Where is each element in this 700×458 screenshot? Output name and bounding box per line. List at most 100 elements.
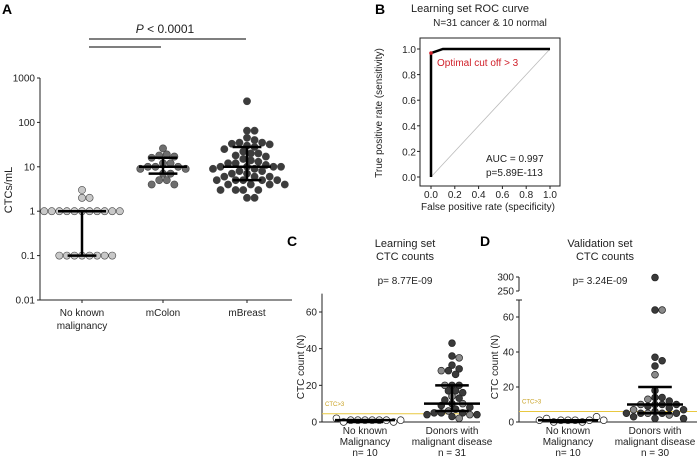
panel-label-c: C [287, 233, 297, 249]
roc-curve [429, 47, 550, 177]
data-point [258, 138, 267, 147]
data-point [216, 186, 225, 194]
data-point [243, 193, 251, 202]
threshold-label: CTC>3 [325, 402, 345, 408]
x-tick-label: No known [343, 426, 387, 437]
data-point [40, 207, 49, 216]
y-tick-label: 60 [503, 313, 515, 324]
x-tick-label: malignant disease [412, 437, 493, 448]
data-point [100, 251, 109, 260]
data-point [437, 366, 446, 375]
data-point [466, 410, 474, 419]
data-point [458, 388, 467, 397]
data-point [651, 371, 659, 379]
data-point [231, 151, 240, 160]
y-tick-label: 0.1 [21, 251, 35, 262]
data-point [155, 176, 164, 185]
x-tick-label: mBreast [228, 308, 265, 319]
data-point [78, 186, 86, 194]
data-point [224, 180, 232, 189]
data-point [227, 139, 236, 148]
x-tick-label: n = 30 [641, 448, 670, 458]
threshold-label: CTC>3 [522, 400, 542, 406]
data-point [220, 145, 229, 154]
data-point [261, 152, 270, 161]
data-point [108, 207, 117, 216]
y-tick-label: 0 [508, 418, 514, 429]
data-point [246, 180, 255, 189]
data-point [250, 136, 259, 144]
data-point [209, 164, 217, 173]
panel-label-b: B [375, 1, 385, 17]
x-tick-label: No known [546, 426, 590, 437]
y-tick-label: 0.01 [16, 296, 36, 307]
panel-b-title: Learning set ROC curve [411, 3, 529, 15]
y-tick-label: 0.2 [402, 147, 416, 158]
x-tick-label: No known [60, 308, 104, 319]
y-tick-label: 60 [306, 308, 318, 319]
data-point [254, 149, 263, 158]
data-point [227, 169, 236, 178]
panel-c-ylabel: CTC count (N) [296, 335, 307, 399]
y-tick-label: 20 [306, 381, 318, 392]
data-point [672, 409, 681, 418]
y-tick-label: 1 [29, 207, 35, 218]
x-tick-label: mColon [146, 308, 180, 319]
data-point [658, 393, 666, 402]
data-point [55, 251, 64, 260]
data-point [212, 176, 221, 185]
y-tick-label: 20 [503, 383, 515, 394]
data-point [246, 149, 255, 158]
panel-d-ylabel: CTC count (N) [490, 335, 501, 399]
data-point [473, 410, 481, 419]
y-tick-label: 0.8 [402, 71, 416, 82]
data-point [455, 354, 463, 362]
x-tick-label: malignant disease [615, 437, 696, 448]
data-point [235, 167, 244, 176]
data-point [651, 414, 659, 423]
data-point [258, 167, 267, 176]
x-tick-label: Malignancy [543, 437, 594, 448]
x-tick-label: 1.0 [543, 190, 557, 201]
y-tick-label: 250 [497, 287, 514, 298]
data-point [273, 176, 282, 185]
data-point [651, 273, 659, 282]
data-point [455, 365, 463, 373]
data-point [239, 155, 248, 163]
panel-b-chart: 0.0 0.0 0.2 0.2 0.4 0.4 0.6 0.6 0.8 0.8 1.0 1.0 [402, 37, 561, 201]
data-point [265, 180, 274, 189]
x-tick-label: 0.0 [424, 190, 438, 201]
y-tick-label: 10 [24, 162, 36, 173]
panel-a-pvalue: P < 0.0001 [136, 22, 195, 36]
x-tick-label: Malignancy [340, 437, 391, 448]
data-point [239, 147, 248, 156]
y-tick-label: 1.0 [402, 45, 416, 56]
data-point [47, 207, 56, 216]
data-point [396, 416, 405, 424]
x-tick-label: malignancy [57, 321, 108, 332]
data-point [658, 306, 666, 314]
y-tick-label: 0.0 [402, 173, 416, 184]
x-tick-label: 0.8 [519, 190, 533, 201]
data-point [254, 186, 263, 194]
data-point [159, 144, 167, 153]
data-point [599, 416, 608, 425]
data-point [231, 186, 240, 194]
data-point [280, 180, 289, 189]
y-tick-label: 40 [306, 344, 318, 355]
x-tick-label: 0.6 [495, 190, 509, 201]
roc-cutoff-label: Optimal cut off > 3 [437, 58, 519, 69]
data-point [448, 339, 456, 347]
y-tick-label: 0 [311, 418, 317, 429]
data-point [451, 370, 460, 379]
data-point [254, 157, 263, 166]
plot-frame [419, 37, 561, 187]
panel-b-subtitle: N=31 cancer & 10 normal [433, 18, 547, 29]
panel-a-ylabel: CTCs/mL [3, 167, 15, 213]
data-point [108, 251, 117, 260]
diagonal-reference-line [430, 48, 551, 178]
data-point [243, 126, 251, 135]
y-tick-label: 1000 [13, 74, 36, 85]
x-tick-label: n = 31 [438, 448, 467, 458]
